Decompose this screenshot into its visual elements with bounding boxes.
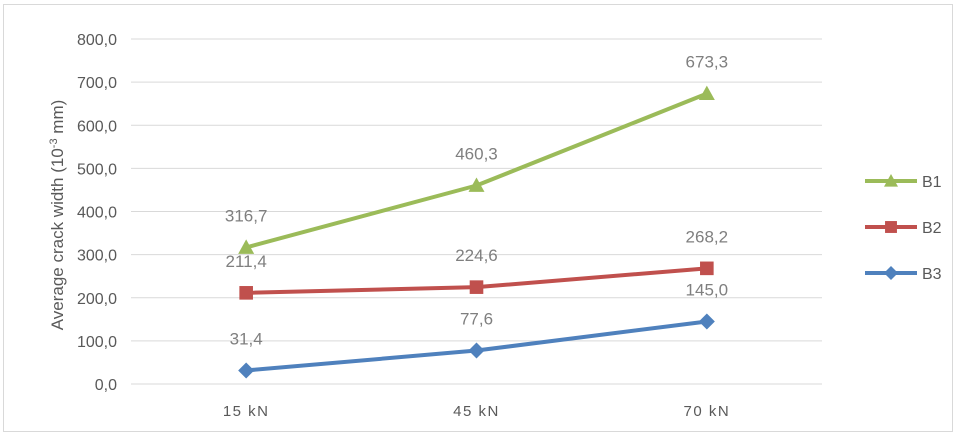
data-label: 460,3 (455, 144, 498, 163)
x-axis-ticks: 15 kN 45 kN 70 kN (223, 403, 730, 420)
triangle-marker (238, 239, 255, 254)
data-label: 31,4 (230, 329, 263, 348)
x-tick-label: 45 kN (453, 403, 500, 420)
data-label: 145,0 (686, 280, 729, 299)
data-labels: 316,7 460,3 673,3 211,4 224,6 268,2 31,4 77,6 14… (225, 53, 728, 349)
triangle-marker (468, 177, 485, 192)
y-tick-label: 0,0 (95, 377, 117, 394)
data-label: 77,6 (460, 310, 493, 329)
legend-label-B1: B1 (922, 174, 942, 191)
y-tick-label: 400,0 (77, 205, 117, 222)
triangle-marker (884, 174, 898, 187)
y-axis-ticks: 0,0 100,0 200,0 300,0 400,0 500,0 600,0 700,0 80… (77, 32, 117, 394)
data-label: 268,2 (686, 227, 729, 246)
data-label: 224,6 (455, 246, 498, 265)
y-tick-label: 300,0 (77, 248, 117, 265)
diamond-marker (468, 342, 485, 359)
y-tick-label: 700,0 (77, 75, 117, 92)
y-tick-label: 500,0 (77, 161, 117, 178)
diamond-marker (238, 362, 255, 379)
legend-label-B3: B3 (922, 266, 942, 283)
line-chart: 0,0 100,0 200,0 300,0 400,0 500,0 600,0 700,0 80… (48, 32, 942, 420)
square-marker (469, 280, 484, 294)
y-tick-label: 800,0 (77, 32, 117, 49)
square-marker (239, 286, 253, 300)
legend-label-B2: B2 (922, 220, 942, 237)
data-label: 316,7 (225, 206, 268, 225)
square-marker (885, 221, 897, 233)
diamond-marker (698, 313, 715, 330)
square-marker (700, 261, 714, 276)
x-tick-label: 15 kN (223, 403, 270, 420)
x-tick-label: 70 kN (683, 403, 730, 420)
legend: B1 B2 B3 (865, 174, 942, 283)
y-tick-label: 200,0 (77, 291, 117, 308)
triangle-marker (698, 85, 715, 101)
data-label: 673,3 (686, 53, 729, 72)
y-axis-title: Average crack width (10-3 mm) (48, 100, 67, 331)
diamond-marker (884, 266, 898, 280)
y-tick-label: 600,0 (77, 118, 117, 135)
y-tick-label: 100,0 (77, 334, 117, 351)
series-lines (238, 85, 715, 379)
data-label: 211,4 (226, 252, 267, 271)
series-line-B1 (245, 91, 708, 250)
chart-frame: 0,0 100,0 200,0 300,0 400,0 500,0 600,0 700,0 80… (3, 4, 953, 432)
